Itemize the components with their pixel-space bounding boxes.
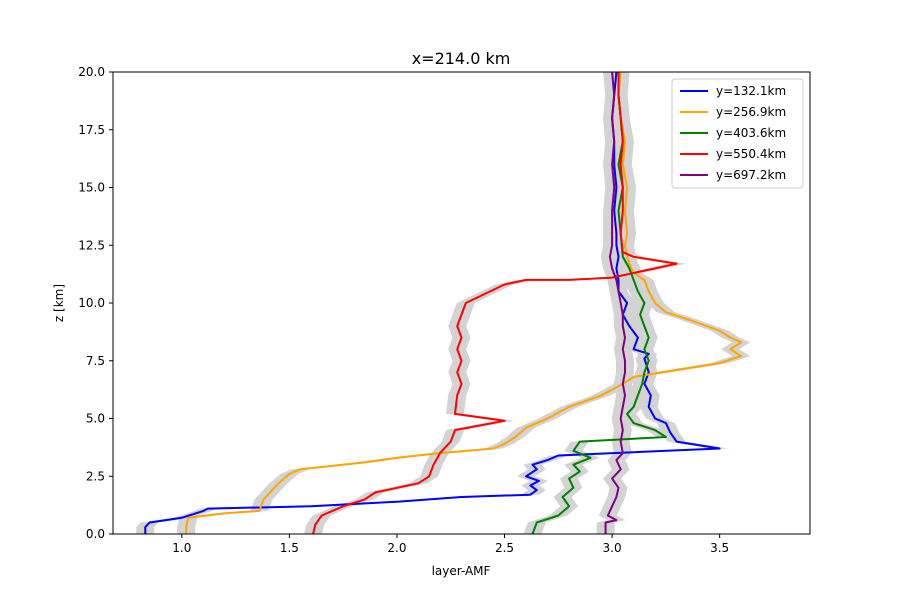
y-tick-label: 15.0 <box>78 181 105 195</box>
uncertainty-band-3 <box>523 72 675 534</box>
y-tick-label: 12.5 <box>78 238 105 252</box>
series-line-4 <box>312 72 678 535</box>
x-axis-label: layer-AMF <box>432 564 491 578</box>
y-tick-label: 10.0 <box>78 296 105 310</box>
y-tick-label: 5.0 <box>86 412 105 426</box>
legend-box <box>671 78 804 189</box>
x-tick-label: 3.0 <box>603 541 622 555</box>
y-tick-label: 7.5 <box>86 354 105 368</box>
legend-label: y=132.1km <box>716 84 786 98</box>
series-lines <box>144 71 743 535</box>
x-tick-label: 1.0 <box>172 541 191 555</box>
series-line-3 <box>531 72 667 535</box>
legend-label: y=697.2km <box>716 168 786 182</box>
legend-label: y=403.6km <box>716 126 786 140</box>
legend-label: y=550.4km <box>716 147 786 161</box>
legend: y=132.1km y=256.9km y=403.6km y=550.4km y=69… <box>671 78 804 189</box>
y-axis: 0.0 2.5 5.0 7.5 10.0 12.5 15.0 17.5 20.0 <box>78 65 113 541</box>
chart-title: x=214.0 km <box>412 49 511 68</box>
y-tick-label: 17.5 <box>78 123 105 137</box>
x-axis: 1.0 1.5 2.0 2.5 3.0 3.5 <box>172 534 729 555</box>
series-line-2 <box>185 71 743 534</box>
y-tick-label: 2.5 <box>86 469 105 483</box>
series-line-5 <box>604 71 626 534</box>
x-tick-label: 2.0 <box>387 541 406 555</box>
legend-label: y=256.9km <box>716 105 786 119</box>
x-tick-label: 1.5 <box>280 541 299 555</box>
uncertainty-band-5 <box>596 72 634 534</box>
x-tick-label: 2.5 <box>495 541 514 555</box>
y-tick-label: 20.0 <box>78 65 105 79</box>
series-line-1 <box>144 71 721 534</box>
y-tick-label: 0.0 <box>86 527 105 541</box>
x-tick-label: 3.5 <box>710 541 729 555</box>
uncertainty-bands <box>136 72 751 534</box>
y-axis-label: z [km] <box>52 284 66 322</box>
